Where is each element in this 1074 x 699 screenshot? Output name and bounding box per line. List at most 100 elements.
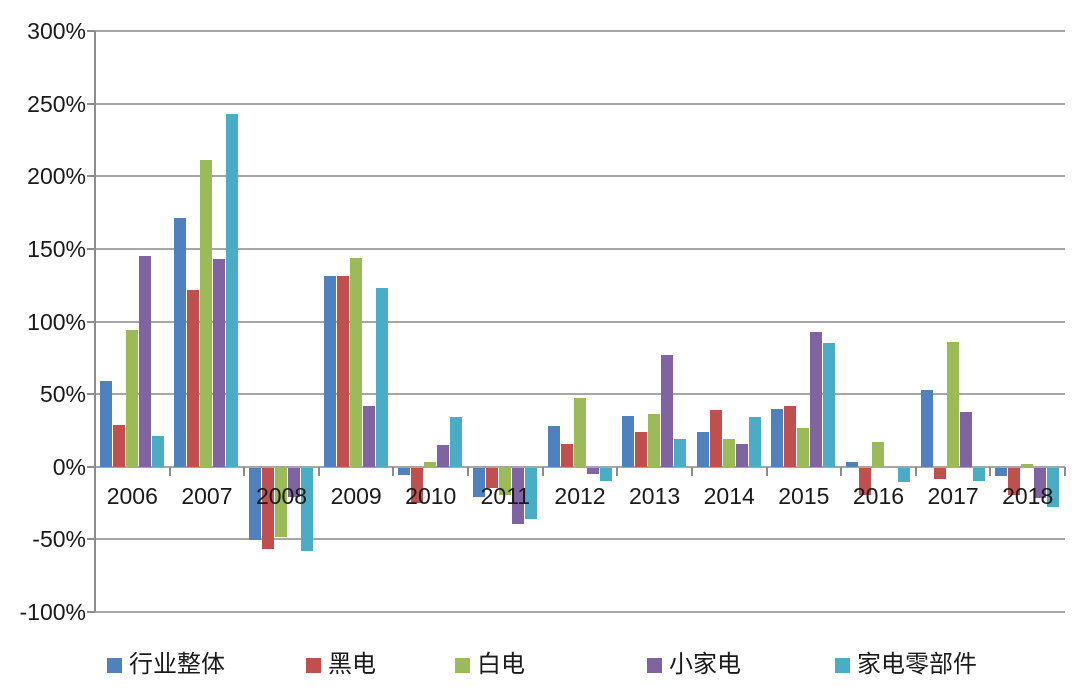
x-axis-tick xyxy=(690,466,693,476)
x-axis-tick xyxy=(1064,466,1066,476)
bar-black-electronics-2009 xyxy=(336,276,349,467)
bar-small-appliances-2012 xyxy=(586,467,599,474)
x-axis-label-2006: 2006 xyxy=(106,482,158,509)
bar-industry-total-2006 xyxy=(99,381,112,467)
legend-swatch-industry-total xyxy=(107,657,122,673)
legend-item-small-appliances: 小家电 xyxy=(647,652,741,678)
bar-appliance-parts-2015 xyxy=(823,343,836,467)
bar-appliance-parts-2009 xyxy=(375,288,388,467)
x-axis-label-2016: 2016 xyxy=(852,482,905,509)
bar-industry-total-2012 xyxy=(547,426,560,467)
bar-appliance-parts-2014 xyxy=(748,417,761,467)
bar-small-appliances-2017 xyxy=(959,411,972,467)
legend-label-appliance-parts: 家电零部件 xyxy=(857,651,977,678)
bar-black-electronics-2016 xyxy=(858,467,871,496)
legend-swatch-black-electronics xyxy=(306,657,321,673)
gridline--100 xyxy=(95,611,1065,613)
bar-appliance-parts-2018 xyxy=(1047,467,1060,507)
bar-industry-total-2014 xyxy=(696,431,709,467)
x-axis-label-2009: 2009 xyxy=(330,482,382,509)
bar-white-electronics-2008 xyxy=(275,467,288,538)
x-axis-label-2010: 2010 xyxy=(405,482,457,509)
y-axis-tick--50 xyxy=(87,538,95,541)
bar-industry-total-2017 xyxy=(920,389,933,467)
bar-black-electronics-2006 xyxy=(112,424,125,467)
bar-small-appliances-2006 xyxy=(138,256,151,467)
legend-item-appliance-parts: 家电零部件 xyxy=(835,652,977,678)
bar-appliance-parts-2016 xyxy=(897,467,910,483)
bar-appliance-parts-2017 xyxy=(972,467,985,481)
bar-white-electronics-2009 xyxy=(349,257,362,467)
legend-item-white-electronics: 白电 xyxy=(455,652,525,678)
gridline-100 xyxy=(95,320,1065,323)
bar-small-appliances-2007 xyxy=(213,259,226,467)
bar-black-electronics-2011 xyxy=(485,467,498,489)
x-axis-label-2012: 2012 xyxy=(554,482,606,509)
gridline-250 xyxy=(95,102,1065,105)
x-axis-label-2015: 2015 xyxy=(778,482,830,509)
bar-industry-total-2018 xyxy=(995,467,1008,477)
y-axis-tick-300 xyxy=(87,30,95,32)
x-axis-tick xyxy=(914,466,917,476)
y-axis-label-0: 0% xyxy=(52,453,86,480)
y-axis-tick-150 xyxy=(87,247,95,250)
gridline--50 xyxy=(95,538,1065,541)
bar-appliance-parts-2007 xyxy=(226,113,239,467)
bar-industry-total-2009 xyxy=(323,276,336,467)
bar-black-electronics-2010 xyxy=(411,467,424,503)
x-axis-tick xyxy=(616,466,619,476)
y-axis-label-100: 100% xyxy=(27,308,86,335)
x-axis-tick xyxy=(541,466,544,476)
x-axis-tick xyxy=(392,466,395,476)
bar-white-electronics-2006 xyxy=(125,330,138,467)
bar-industry-total-2008 xyxy=(249,467,262,541)
bar-black-electronics-2012 xyxy=(560,443,573,467)
legend-item-black-electronics: 黑电 xyxy=(306,652,376,678)
bar-black-electronics-2014 xyxy=(709,410,722,467)
y-axis-tick-100 xyxy=(87,320,95,323)
x-axis-tick xyxy=(989,466,992,476)
y-axis-label--50: -50% xyxy=(32,526,86,553)
x-axis-label-2008: 2008 xyxy=(255,482,308,509)
bar-appliance-parts-2010 xyxy=(450,417,463,467)
legend-label-small-appliances: 小家电 xyxy=(669,651,741,678)
y-axis-tick-200 xyxy=(87,175,95,178)
bar-industry-total-2010 xyxy=(398,467,411,475)
bar-appliance-parts-2008 xyxy=(301,467,314,551)
y-axis-label-50: 50% xyxy=(39,381,86,408)
x-axis-label-2014: 2014 xyxy=(703,482,755,509)
bar-black-electronics-2017 xyxy=(933,467,946,480)
bar-black-electronics-2007 xyxy=(187,289,200,467)
legend-label-white-electronics: 白电 xyxy=(477,651,525,678)
gridline-50 xyxy=(95,393,1065,396)
legend-swatch-small-appliances xyxy=(647,657,662,673)
legend-swatch-white-electronics xyxy=(455,657,470,673)
gridline-0 xyxy=(95,465,1065,468)
gridline-300 xyxy=(95,30,1065,32)
bar-white-electronics-2015 xyxy=(797,427,810,467)
bar-appliance-parts-2013 xyxy=(674,439,687,467)
bar-white-electronics-2011 xyxy=(498,467,511,496)
bar-white-electronics-2013 xyxy=(648,414,661,467)
bar-small-appliances-2009 xyxy=(362,405,375,467)
y-axis-line xyxy=(94,31,96,612)
bar-black-electronics-2018 xyxy=(1008,467,1021,496)
bar-small-appliances-2014 xyxy=(735,443,748,467)
bar-black-electronics-2008 xyxy=(262,467,275,550)
x-axis-label-2018: 2018 xyxy=(1002,482,1054,509)
bar-industry-total-2016 xyxy=(845,462,858,467)
x-axis-tick xyxy=(765,466,768,476)
y-axis-tick-250 xyxy=(87,102,95,105)
bar-small-appliances-2010 xyxy=(437,444,450,467)
y-axis-tick-0 xyxy=(87,465,95,468)
x-axis-tick xyxy=(840,466,843,476)
x-axis-label-2017: 2017 xyxy=(927,482,979,509)
x-axis-label-2011: 2011 xyxy=(480,482,531,509)
gridline-200 xyxy=(95,175,1065,178)
bar-black-electronics-2015 xyxy=(784,405,797,467)
x-axis-tick xyxy=(467,466,470,476)
legend-swatch-appliance-parts xyxy=(835,657,850,673)
bar-white-electronics-2016 xyxy=(871,442,884,467)
x-axis-tick xyxy=(317,466,320,476)
